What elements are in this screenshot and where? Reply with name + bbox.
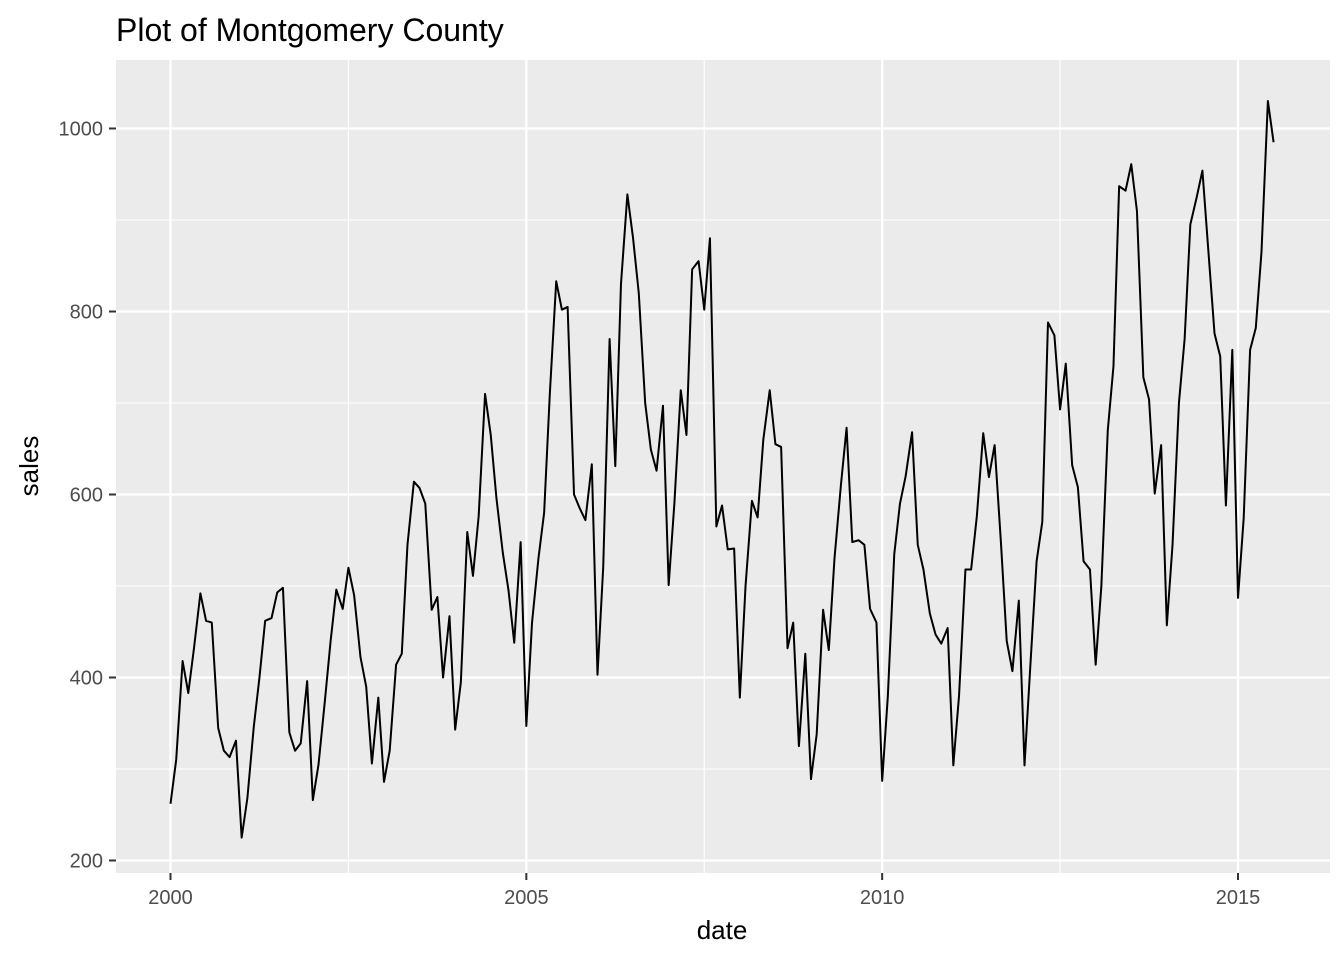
y-tick-labels: 200 400 600 800 1000 <box>59 119 104 873</box>
y-tick-label: 400 <box>70 668 103 690</box>
y-tick-label: 800 <box>70 302 103 324</box>
x-tick-label: 2000 <box>148 887 193 909</box>
x-tick-labels: 2000 2005 2010 2015 <box>148 887 1260 909</box>
x-axis-title: date <box>697 915 748 945</box>
axis-ticks <box>109 127 1239 880</box>
y-axis-title: sales <box>14 436 44 497</box>
chart-title: Plot of Montgomery County <box>116 12 504 48</box>
y-tick-label: 200 <box>70 851 103 873</box>
y-tick-label: 600 <box>70 485 103 507</box>
plot-panel <box>116 60 1330 873</box>
series-line <box>169 100 1275 839</box>
x-tick-label: 2005 <box>504 887 549 909</box>
x-tick-label: 2010 <box>860 887 905 909</box>
x-tick-label: 2015 <box>1216 887 1261 909</box>
series-layer <box>169 100 1275 839</box>
major-gridlines <box>116 60 1330 873</box>
y-tick-label: 1000 <box>59 119 104 141</box>
